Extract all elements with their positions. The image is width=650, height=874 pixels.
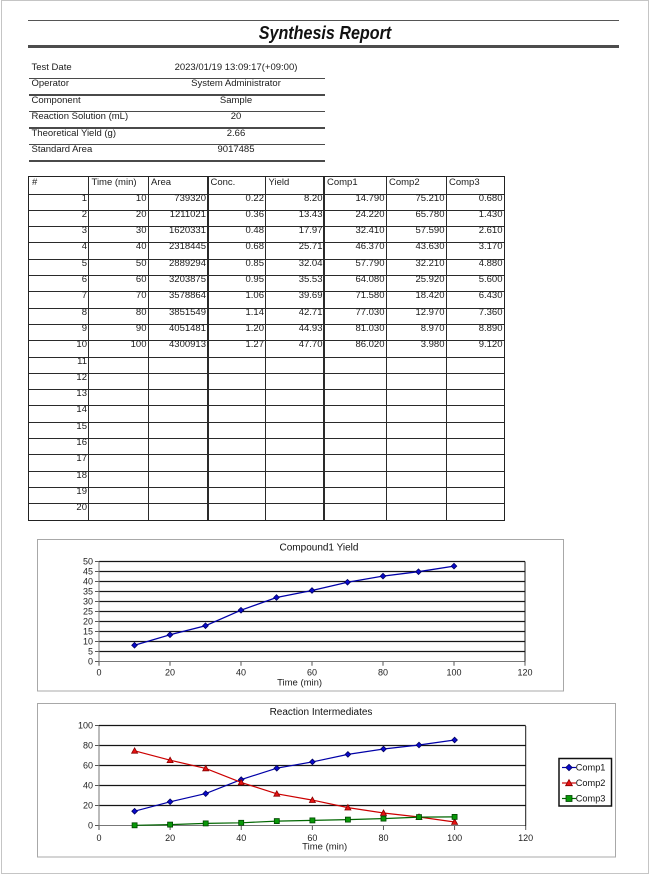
svg-text:80: 80 [378, 667, 388, 677]
svg-text:15: 15 [83, 627, 93, 637]
svg-text:Comp3: Comp3 [576, 794, 606, 804]
svg-text:120: 120 [517, 667, 532, 677]
svg-text:100: 100 [78, 721, 93, 731]
svg-text:Compound1 Yield: Compound1 Yield [280, 543, 359, 554]
svg-text:80: 80 [378, 833, 388, 843]
svg-text:10: 10 [83, 637, 93, 647]
svg-text:100: 100 [446, 667, 461, 677]
svg-text:Time (min): Time (min) [302, 842, 347, 853]
svg-text:120: 120 [518, 833, 533, 843]
svg-text:45: 45 [83, 567, 93, 577]
svg-text:20: 20 [83, 801, 93, 811]
svg-text:20: 20 [83, 617, 93, 627]
svg-text:Time (min): Time (min) [277, 677, 322, 688]
svg-text:60: 60 [307, 667, 317, 677]
svg-text:Comp1: Comp1 [576, 763, 606, 773]
svg-text:60: 60 [83, 761, 93, 771]
svg-text:50: 50 [83, 557, 93, 567]
svg-text:0: 0 [88, 657, 93, 667]
svg-text:30: 30 [83, 597, 93, 607]
svg-text:35: 35 [83, 587, 93, 597]
svg-text:40: 40 [236, 833, 246, 843]
svg-text:0: 0 [96, 667, 101, 677]
svg-text:20: 20 [165, 667, 175, 677]
svg-text:0: 0 [96, 833, 101, 843]
svg-text:80: 80 [83, 741, 93, 751]
svg-text:40: 40 [236, 667, 246, 677]
svg-text:60: 60 [307, 833, 317, 843]
svg-text:0: 0 [88, 821, 93, 831]
svg-text:Comp2: Comp2 [576, 778, 606, 788]
svg-text:5: 5 [88, 647, 93, 657]
svg-text:25: 25 [83, 607, 93, 617]
svg-text:40: 40 [83, 781, 93, 791]
svg-text:Reaction Intermediates: Reaction Intermediates [270, 707, 373, 718]
svg-text:20: 20 [165, 833, 175, 843]
svg-text:40: 40 [83, 577, 93, 587]
svg-text:100: 100 [447, 833, 462, 843]
